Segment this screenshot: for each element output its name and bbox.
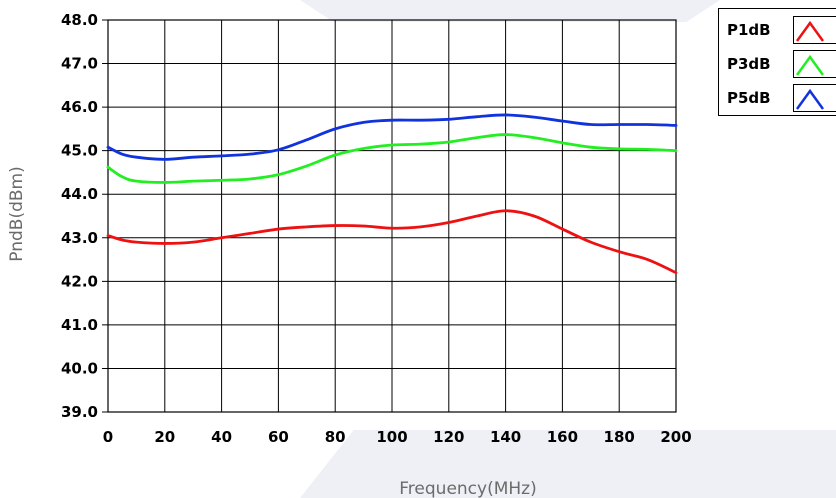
x-tick-label: 120: [433, 428, 464, 446]
x-axis-title: Frequency(MHz): [399, 479, 536, 498]
x-tick-label: 200: [660, 428, 691, 446]
legend-label-p3db: P3dB: [727, 55, 771, 73]
legend-label-p1db: P1dB: [727, 21, 771, 39]
legend-swatch-p3db: [793, 50, 836, 78]
series-line-p5db: [106, 113, 678, 161]
x-tick-labels: 0 20 40 60 80 100 120 140 160 180 200: [103, 428, 692, 446]
background-shape-top: [300, 0, 720, 22]
y-tick-label: 41.0: [61, 316, 98, 334]
x-tick-label: 40: [211, 428, 232, 446]
y-tick-labels: 39.0 40.0 41.0 42.0 43.0 44.0 45.0 46.0 47.0 48.0: [61, 11, 98, 421]
x-tick-label: 20: [154, 428, 175, 446]
legend-swatch-p5db: [793, 84, 836, 112]
series-lines: [106, 113, 678, 275]
legend-item-p1db: P1dB: [719, 13, 836, 47]
x-tick-label: 80: [325, 428, 346, 446]
y-tick-label: 45.0: [61, 142, 98, 160]
x-tick-label: 160: [547, 428, 578, 446]
y-tick-label: 48.0: [61, 11, 98, 29]
legend-swatch-p1db: [793, 16, 836, 44]
x-tick-label: 60: [268, 428, 289, 446]
legend-item-p5db: P5dB: [719, 81, 836, 115]
y-tick-label: 44.0: [61, 185, 98, 203]
x-tick-label: 140: [490, 428, 521, 446]
y-tick-label: 46.0: [61, 98, 98, 116]
grid: [102, 19, 677, 413]
legend-label-p5db: P5dB: [727, 89, 771, 107]
y-tick-label: 43.0: [61, 229, 98, 247]
y-tick-label: 40.0: [61, 359, 98, 377]
y-tick-label: 47.0: [61, 55, 98, 73]
series-line-p1db: [106, 209, 678, 275]
legend: P1dB P3dB P5dB: [718, 8, 836, 116]
plot-frame: [107, 19, 677, 413]
y-axis-title: PndB(dBm): [7, 166, 27, 261]
series-line-p3db: [106, 133, 678, 184]
y-tick-label: 39.0: [61, 403, 98, 421]
x-tick-label: 180: [604, 428, 635, 446]
background-shape-bottom: [300, 430, 836, 498]
legend-item-p3db: P3dB: [719, 47, 836, 81]
x-tick-label: 0: [103, 428, 113, 446]
y-tick-label: 42.0: [61, 272, 98, 290]
x-tick-label: 100: [376, 428, 407, 446]
